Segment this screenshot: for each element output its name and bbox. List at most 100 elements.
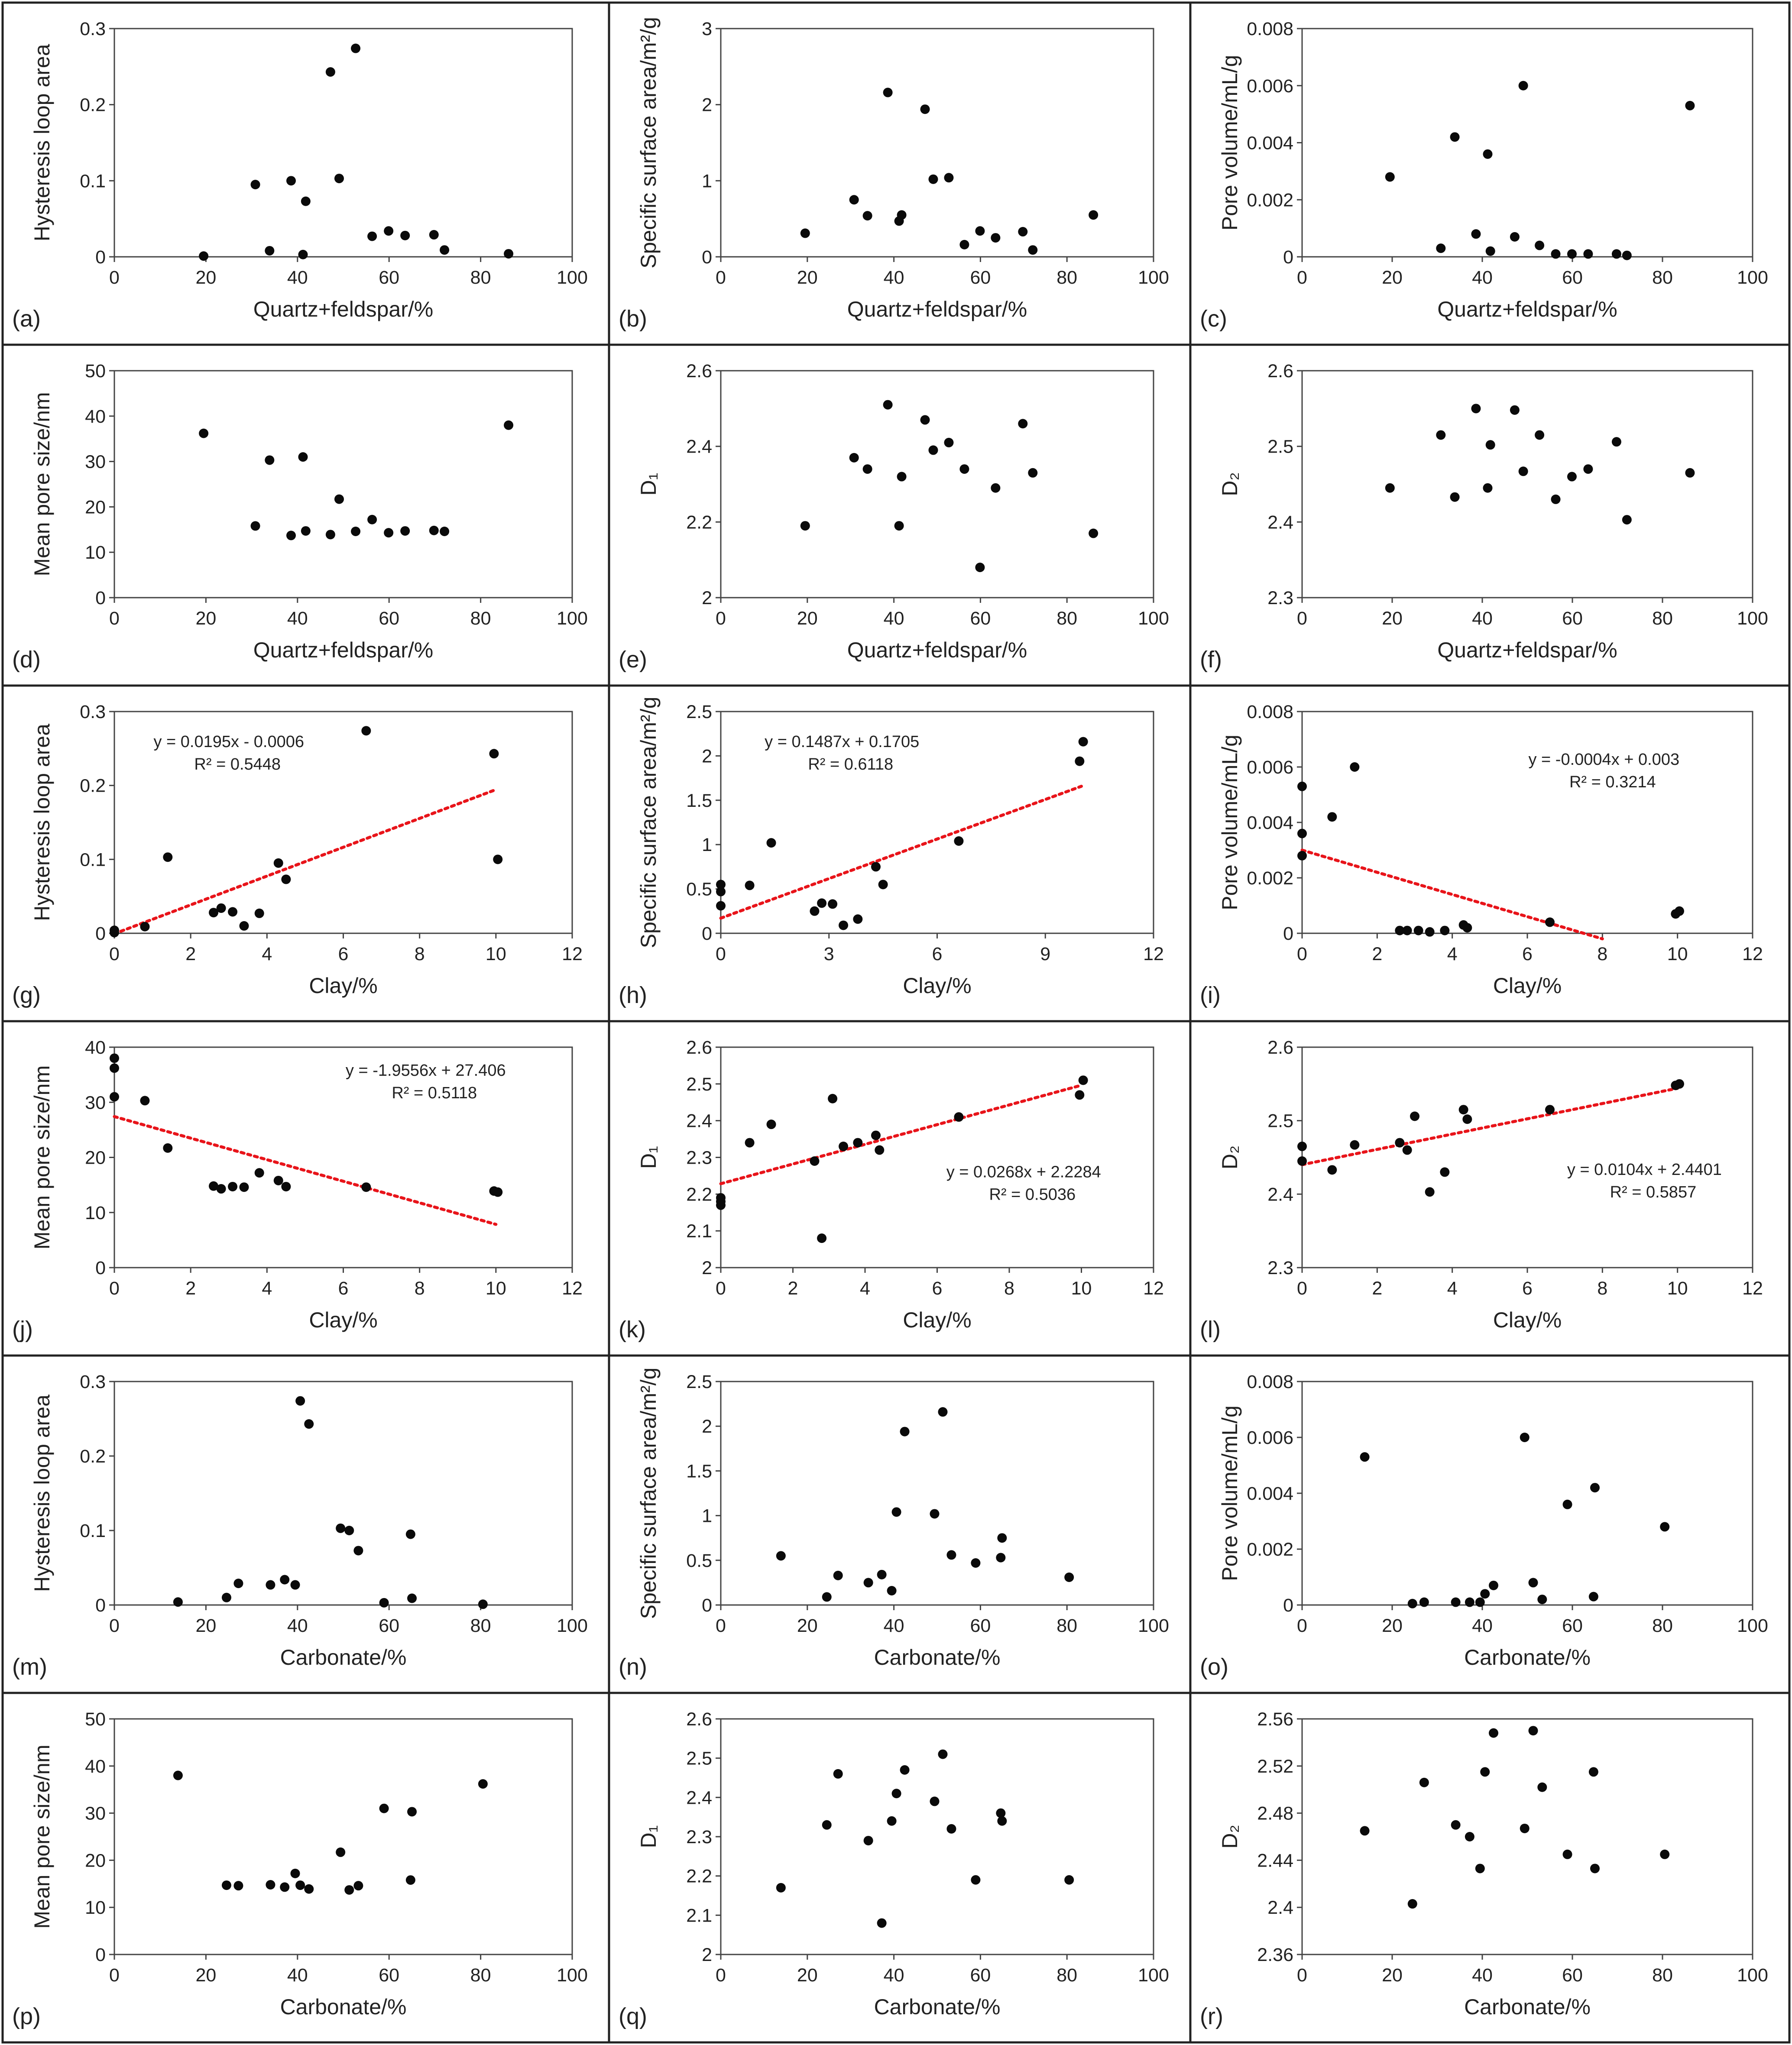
data-point	[1685, 468, 1695, 478]
data-point	[1450, 132, 1460, 142]
x-tick-label: 60	[970, 1965, 991, 1986]
data-point	[875, 1145, 885, 1155]
x-tick-label: 0	[109, 608, 120, 629]
data-point	[265, 246, 275, 256]
data-point	[280, 1575, 290, 1585]
data-point	[301, 196, 311, 206]
data-point	[1483, 149, 1493, 159]
chart-panel-c: 0 20 40 60 80 100 0 0.002 0.004 0.006 0.008 Quartz+…	[1200, 19, 1768, 332]
trendline	[113, 788, 498, 935]
data-point	[1622, 515, 1632, 525]
data-point	[1537, 1782, 1547, 1792]
data-point	[361, 1182, 371, 1192]
data-point	[997, 1533, 1007, 1543]
data-point	[361, 726, 371, 736]
x-tick-label: 4	[1447, 1278, 1458, 1299]
data-point	[290, 1580, 300, 1590]
data-point	[946, 1824, 956, 1834]
data-point	[281, 874, 291, 884]
data-point	[493, 1187, 503, 1197]
x-tick-label: 0	[109, 267, 120, 288]
data-point	[1590, 1483, 1600, 1493]
regression-equation: y = 0.0104x + 2.4401	[1567, 1161, 1722, 1179]
chart-panel-e: 0 20 40 60 80 100 2 2.2 2.4 2.6 Quartz+feldspar/% D…	[619, 361, 1169, 673]
y-tick-label: 0	[702, 1595, 712, 1616]
y-tick-label: 2.5	[686, 1074, 712, 1095]
data-point	[1078, 1075, 1088, 1085]
x-axis-label: Quartz+feldspar/%	[1437, 297, 1617, 321]
y-tick-label: 2.6	[686, 361, 712, 382]
panel-label: (f)	[1200, 647, 1222, 673]
plot-area-frame	[113, 1718, 573, 1955]
regression-equation: y = 0.1487x + 0.1705	[765, 733, 919, 751]
y-tick-label: 0.008	[1247, 1372, 1293, 1392]
data-point	[221, 1592, 231, 1602]
plot-area-frame	[113, 1046, 573, 1268]
x-tick-label: 20	[797, 267, 818, 288]
data-point	[887, 1816, 897, 1826]
data-point	[1402, 1145, 1412, 1155]
plot-area-frame	[720, 370, 1154, 599]
panel-label: (i)	[1200, 982, 1221, 1008]
x-tick-label: 2	[185, 1278, 196, 1299]
data-point	[334, 494, 344, 504]
chart-panel-k: 0 2 4 6 8 10 1222.12.22.32.42.52.6Clay/%D₁(k)y…	[619, 1037, 1164, 1343]
data-point	[883, 87, 893, 97]
data-point	[1018, 227, 1028, 237]
x-tick-label: 40	[287, 608, 308, 629]
y-tick-label: 0	[702, 247, 712, 268]
panel-label: (p)	[12, 2003, 41, 2029]
x-tick-label: 12	[1742, 944, 1763, 964]
r-squared: R² = 0.5118	[392, 1084, 477, 1102]
panel-label: (d)	[12, 647, 41, 673]
x-axis-label: Clay/%	[903, 974, 971, 998]
chart-panel-b: 0 20 40 60 80 100 0 1 2 3 Quartz+feldspar/% Specifi…	[619, 17, 1169, 332]
y-tick-label: 0.002	[1247, 190, 1293, 210]
data-point	[863, 1836, 873, 1846]
x-axis-label: Quartz+feldspar/%	[253, 297, 433, 321]
x-tick-label: 0	[716, 1615, 726, 1636]
data-point	[400, 230, 410, 240]
y-tick-label: 2	[702, 746, 712, 767]
data-point	[1465, 1832, 1474, 1841]
data-point	[745, 1138, 755, 1148]
data-point	[959, 464, 969, 474]
data-point	[1327, 812, 1337, 822]
y-tick-label: 2.56	[1257, 1709, 1293, 1730]
data-point	[944, 437, 954, 447]
data-point	[991, 483, 1001, 493]
data-point	[1675, 906, 1684, 916]
data-point	[1510, 232, 1520, 242]
data-point	[110, 928, 119, 938]
data-point	[996, 1553, 1006, 1563]
y-tick-label: 0.008	[1247, 702, 1293, 722]
x-tick-label: 40	[287, 1965, 308, 1986]
y-tick-label: 2	[702, 1416, 712, 1437]
x-tick-label: 100	[1737, 267, 1768, 288]
panel-border	[1189, 684, 1791, 1022]
data-point	[254, 1168, 264, 1178]
data-point	[920, 104, 930, 114]
x-tick-label: 12	[562, 944, 583, 964]
plot-area-frame	[1301, 1718, 1753, 1955]
y-tick-label: 2.4	[686, 437, 712, 457]
data-point	[996, 1808, 1006, 1818]
data-point	[384, 226, 394, 236]
x-tick-label: 40	[884, 1615, 904, 1636]
data-point	[379, 1803, 389, 1813]
data-point	[954, 1112, 964, 1122]
y-axis-label: Hysteresis loop area	[30, 44, 54, 241]
data-point	[1535, 240, 1545, 250]
x-axis-label: Quartz+feldspar/%	[847, 297, 1027, 321]
y-tick-label: 2.6	[686, 1037, 712, 1058]
x-tick-label: 10	[486, 944, 506, 964]
data-point	[489, 749, 499, 759]
data-point	[1489, 1580, 1498, 1590]
data-point	[440, 245, 450, 255]
data-point	[281, 1181, 291, 1191]
x-tick-label: 100	[1138, 1965, 1169, 1986]
data-point	[1562, 1849, 1572, 1859]
y-tick-label: 1	[702, 1506, 712, 1527]
data-point	[407, 1807, 417, 1817]
data-point	[239, 921, 249, 931]
